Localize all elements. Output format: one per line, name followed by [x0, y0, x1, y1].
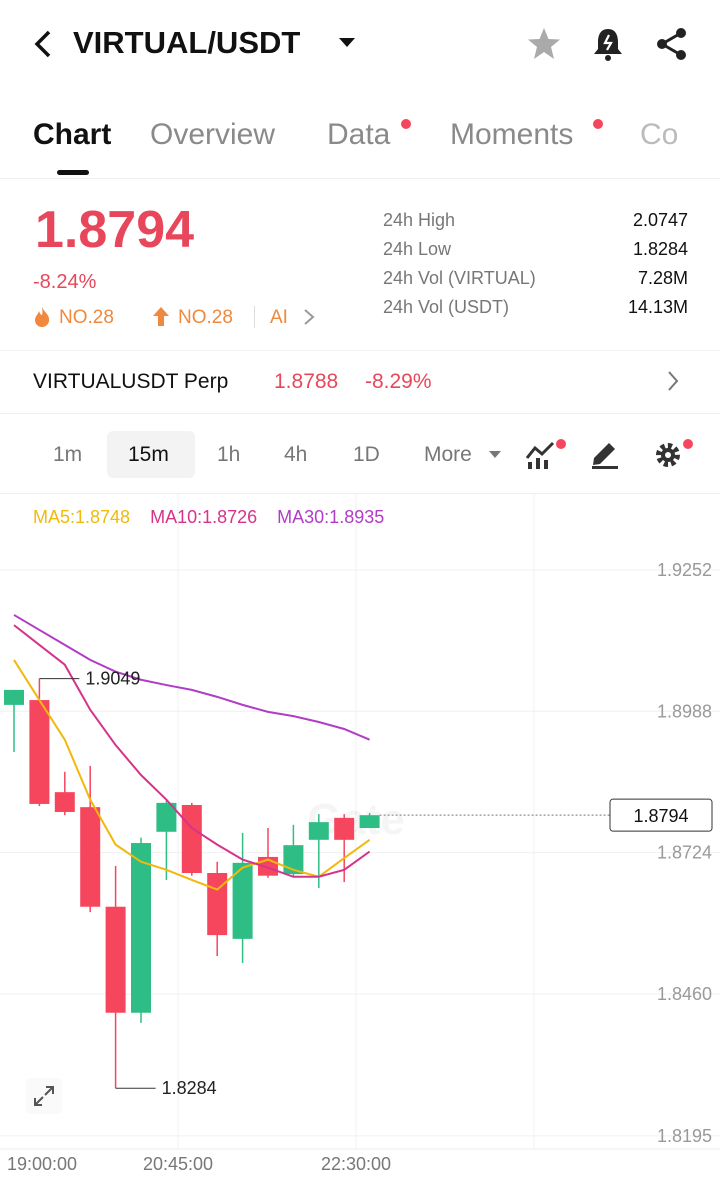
candle-body	[359, 815, 380, 829]
y-tick-label: 1.8460	[657, 984, 712, 1004]
timeframe[interactable]: 15m	[128, 443, 169, 466]
candle-body	[54, 792, 75, 812]
last-price-label: 1.8794	[633, 806, 688, 826]
y-tick-label: 1.9252	[657, 560, 712, 580]
divider	[0, 493, 720, 494]
candle-body	[131, 843, 151, 1013]
stat-value: 14.13M	[627, 297, 688, 317]
divider	[0, 178, 720, 179]
divider	[0, 350, 720, 351]
chevron-icon[interactable]	[666, 370, 680, 392]
share-icon[interactable]	[655, 26, 689, 62]
tab[interactable]: Overview	[150, 118, 276, 151]
timeframe[interactable]: 1D	[353, 443, 380, 466]
settings-icon[interactable]	[654, 440, 684, 470]
perp-name[interactable]: VIRTUALUSDT Perp	[33, 370, 229, 393]
last-price: 1.8794	[35, 201, 195, 259]
notification-dot	[683, 439, 693, 449]
tab-underline	[57, 170, 89, 175]
y-tick-label: 1.8988	[657, 701, 712, 721]
stat-label: 24h Vol (USDT)	[383, 297, 510, 317]
favorite-icon[interactable]	[526, 26, 562, 62]
candle-body	[105, 906, 126, 1013]
rank-badge[interactable]: NO.28	[178, 307, 233, 328]
alert-icon[interactable]	[592, 26, 624, 62]
stat-label: 24h High	[383, 210, 456, 230]
stat-label: 24h Low	[383, 239, 452, 259]
perp-price: 1.8788	[274, 370, 339, 393]
tab[interactable]: Chart	[33, 118, 112, 151]
ma-line	[13, 624, 371, 878]
legend-entry: MA30:1.8935	[277, 507, 384, 527]
stat-value: 7.28M	[637, 268, 688, 288]
rise-icon	[153, 307, 169, 326]
expand-button[interactable]	[26, 1078, 62, 1114]
expand-icon	[34, 1086, 54, 1106]
stat-value: 2.0747	[632, 210, 688, 230]
timeframe[interactable]: 1h	[217, 443, 241, 466]
stat-value: 1.8284	[632, 239, 688, 259]
ai-badge[interactable]: AI	[270, 307, 288, 328]
x-tick-label: 20:45:00	[143, 1154, 213, 1174]
notification-dot	[556, 439, 566, 449]
indicator-icon[interactable]	[525, 440, 557, 470]
high-marker-label: 1.9049	[85, 669, 140, 689]
candle-body	[29, 700, 50, 804]
tab[interactable]: Moments	[450, 118, 574, 151]
legend-entry: MA10:1.8726	[150, 507, 257, 527]
ma-line	[13, 614, 370, 741]
timeframe-selected-bg	[107, 431, 195, 478]
notification-dot	[401, 119, 411, 129]
chevron-icon	[304, 309, 315, 325]
ma-line	[13, 659, 371, 891]
timeframe[interactable]: 1m	[53, 443, 83, 466]
candle-body	[156, 802, 177, 832]
low-marker-label: 1.8284	[162, 1078, 217, 1098]
more-dropdown[interactable]	[488, 450, 502, 460]
price-change: -8.24%	[33, 271, 97, 293]
candle-body	[181, 805, 202, 874]
rank-badge[interactable]: NO.28	[59, 307, 114, 328]
candlestick-chart: 1.9252 1.8988 1.8724 1.8460 1.8195 19:00:00 20…	[0, 494, 720, 1174]
y-tick-label: 1.8195	[657, 1126, 712, 1146]
x-tick-label: 22:30:00	[321, 1154, 391, 1174]
tab[interactable]: Co	[640, 118, 679, 151]
pair-title[interactable]: VIRTUAL/USDT	[73, 25, 301, 60]
legend-entry: MA5:1.8748	[33, 507, 130, 527]
back-button[interactable]	[30, 28, 56, 60]
last-price-box	[609, 798, 713, 832]
candle-body	[334, 817, 355, 840]
stat-label: 24h Vol (VIRTUAL)	[383, 268, 536, 288]
x-tick-label: 19:00:00	[7, 1154, 77, 1174]
notification-dot	[593, 119, 603, 129]
pair-dropdown[interactable]	[338, 37, 356, 49]
timeframe[interactable]: 4h	[284, 443, 308, 466]
candle-body	[4, 689, 24, 705]
fire-icon	[35, 307, 50, 327]
candle-body	[308, 822, 329, 840]
y-tick-label: 1.8724	[657, 843, 712, 863]
perp-change: -8.29%	[365, 370, 432, 393]
candle-body	[232, 862, 253, 939]
draw-icon[interactable]	[590, 440, 620, 470]
separator	[254, 306, 255, 328]
tab[interactable]: Data	[327, 118, 391, 151]
divider	[0, 413, 720, 414]
candle-body	[80, 807, 101, 907]
timeframe[interactable]: More	[424, 443, 472, 466]
